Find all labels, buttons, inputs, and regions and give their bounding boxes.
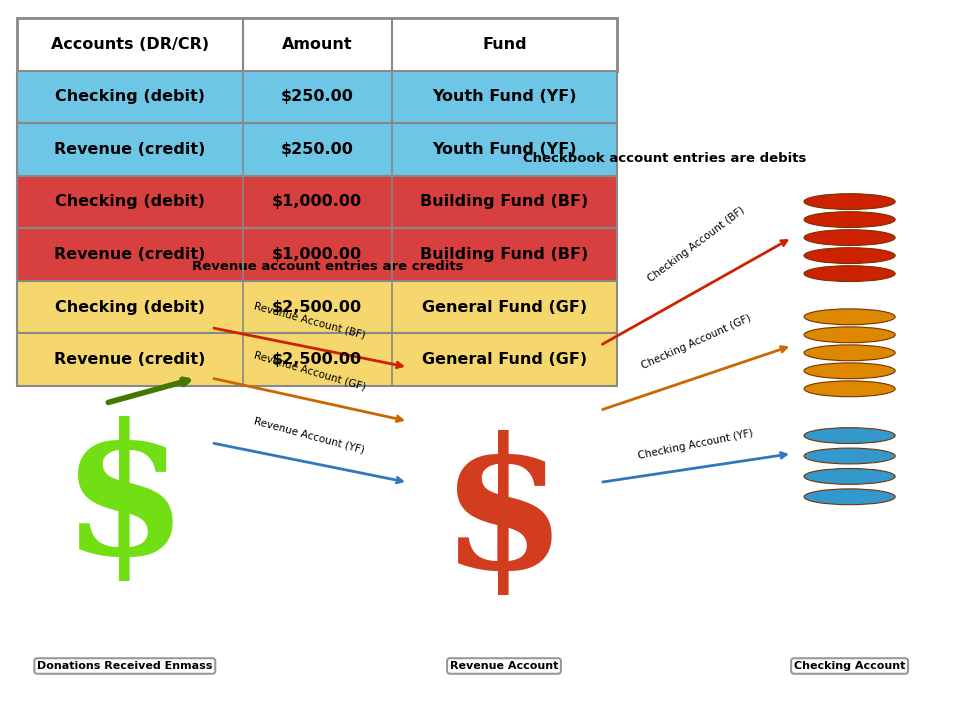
Text: Checking (debit): Checking (debit) xyxy=(55,89,205,104)
Ellipse shape xyxy=(804,309,895,325)
Ellipse shape xyxy=(804,230,895,246)
Text: Checking (debit): Checking (debit) xyxy=(55,194,205,210)
Text: Checking Account (BF): Checking Account (BF) xyxy=(646,205,746,284)
Ellipse shape xyxy=(804,448,895,464)
Ellipse shape xyxy=(804,469,895,485)
Text: $: $ xyxy=(62,416,187,592)
Text: Revenue (credit): Revenue (credit) xyxy=(55,247,205,262)
Text: Revenue Account (BF): Revenue Account (BF) xyxy=(252,301,367,340)
Text: Building Fund (BF): Building Fund (BF) xyxy=(420,247,588,262)
Text: General Fund (GF): General Fund (GF) xyxy=(421,300,588,315)
Text: Checking (debit): Checking (debit) xyxy=(55,300,205,315)
Text: Building Fund (BF): Building Fund (BF) xyxy=(420,194,588,210)
Ellipse shape xyxy=(804,381,895,397)
Text: Donations Received Enmass: Donations Received Enmass xyxy=(37,661,212,671)
Ellipse shape xyxy=(804,212,895,228)
Ellipse shape xyxy=(804,327,895,343)
Text: Youth Fund (YF): Youth Fund (YF) xyxy=(432,142,577,157)
FancyBboxPatch shape xyxy=(17,281,617,333)
Ellipse shape xyxy=(804,489,895,505)
Text: $250.00: $250.00 xyxy=(281,142,353,157)
Text: Checkbook account entries are debits: Checkbook account entries are debits xyxy=(523,152,806,165)
Ellipse shape xyxy=(804,266,895,282)
Text: Fund: Fund xyxy=(482,37,527,52)
Ellipse shape xyxy=(804,194,895,210)
Text: Revenue (credit): Revenue (credit) xyxy=(55,142,205,157)
Text: $: $ xyxy=(442,431,566,606)
FancyBboxPatch shape xyxy=(17,176,617,228)
FancyBboxPatch shape xyxy=(17,333,617,386)
Text: Checking Account: Checking Account xyxy=(794,661,905,671)
Text: $1,000.00: $1,000.00 xyxy=(273,194,362,210)
FancyBboxPatch shape xyxy=(17,71,617,123)
Text: Checking Account (YF): Checking Account (YF) xyxy=(637,428,755,461)
Text: $2,500.00: $2,500.00 xyxy=(273,300,362,315)
FancyBboxPatch shape xyxy=(17,228,617,281)
Ellipse shape xyxy=(804,345,895,361)
Ellipse shape xyxy=(804,248,895,264)
Text: Revenue Account: Revenue Account xyxy=(450,661,558,671)
Text: Revenue account entries are credits: Revenue account entries are credits xyxy=(192,260,464,273)
Text: General Fund (GF): General Fund (GF) xyxy=(421,352,588,367)
Ellipse shape xyxy=(804,363,895,379)
Text: Accounts (DR/CR): Accounts (DR/CR) xyxy=(51,37,209,52)
Text: Revenue Account (GF): Revenue Account (GF) xyxy=(252,350,367,392)
Text: $2,500.00: $2,500.00 xyxy=(273,352,362,367)
FancyBboxPatch shape xyxy=(17,18,617,71)
Text: Revenue (credit): Revenue (credit) xyxy=(55,352,205,367)
Text: Amount: Amount xyxy=(282,37,352,52)
FancyBboxPatch shape xyxy=(17,123,617,176)
Text: Youth Fund (YF): Youth Fund (YF) xyxy=(432,89,577,104)
Text: Checking Account (GF): Checking Account (GF) xyxy=(639,312,753,371)
Text: $1,000.00: $1,000.00 xyxy=(273,247,362,262)
Text: Revenue Account (YF): Revenue Account (YF) xyxy=(253,416,366,455)
Ellipse shape xyxy=(804,428,895,444)
Text: $250.00: $250.00 xyxy=(281,89,353,104)
